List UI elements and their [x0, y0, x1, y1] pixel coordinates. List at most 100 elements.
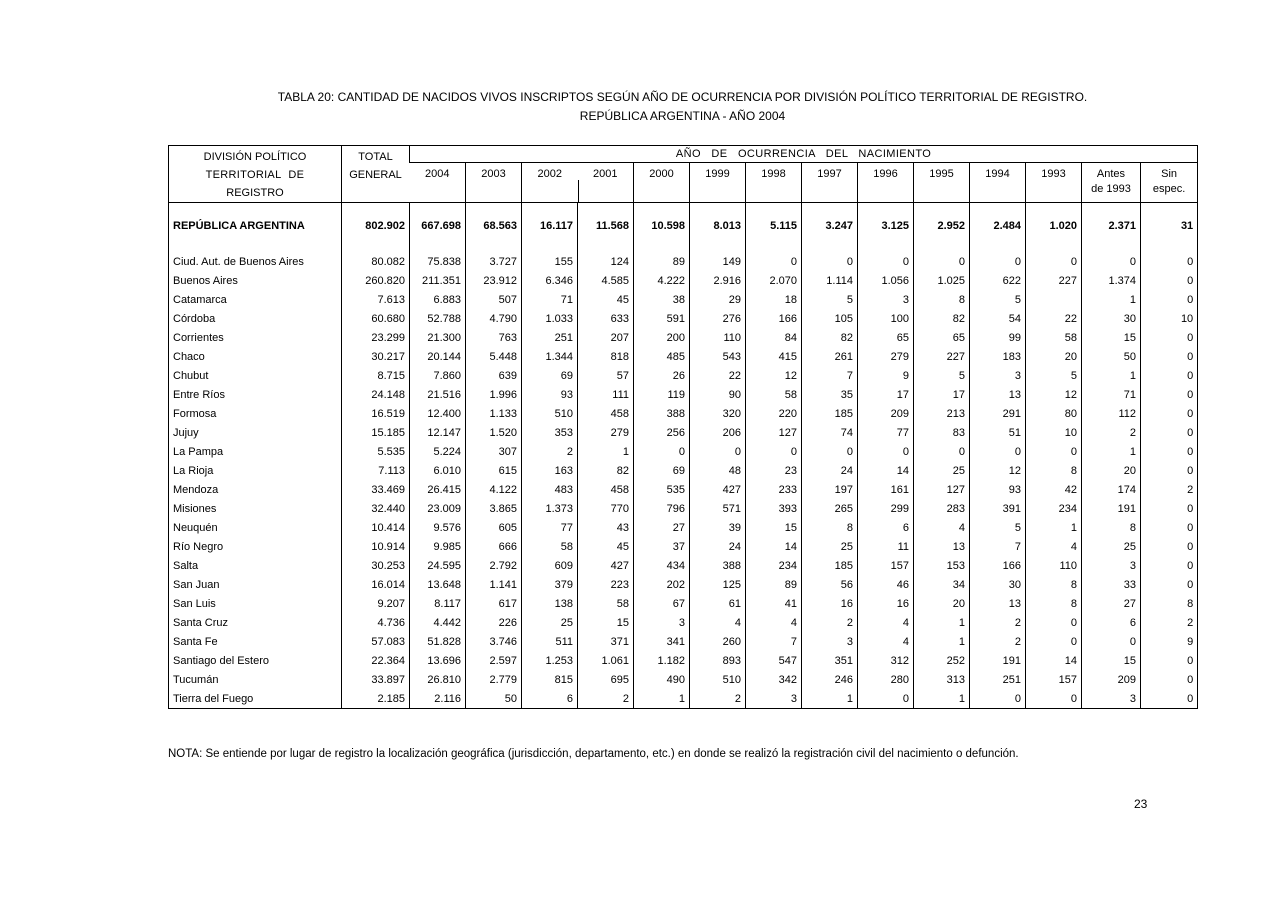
year-value-cell: 0: [745, 252, 802, 272]
year-value-cell: 74: [801, 423, 858, 443]
title-line-1: TABLA 20: CANTIDAD DE NACIDOS VIVOS INSC…: [277, 90, 1088, 104]
spacer-cell: [577, 235, 634, 253]
division-label: Jujuy: [173, 427, 199, 439]
spacer-cell: [1025, 235, 1082, 253]
total-general-value: 16.014: [341, 575, 410, 595]
year-value-cell: 6: [1081, 613, 1141, 633]
year-value-cell: 100: [857, 309, 914, 329]
total-general-value: 4.736: [341, 613, 410, 633]
year-value-cell: 30: [1081, 309, 1141, 329]
year-value-cell: 1.114: [801, 271, 858, 291]
year-value-cell: 4: [1025, 537, 1082, 557]
year-value-cell: 0: [633, 442, 690, 462]
division-label: La Rioja: [173, 465, 214, 477]
spacer-cell: [521, 202, 578, 216]
total-general-value: 10.914: [341, 537, 410, 557]
year-value-cell: 3.727: [465, 252, 522, 272]
year-value-cell: 23.912: [465, 271, 522, 291]
year-value-cell: 54: [969, 309, 1026, 329]
year-value-cell: 12: [745, 366, 802, 386]
year-value-cell: 174: [1081, 480, 1141, 500]
year-value-cell: 10.598: [633, 215, 690, 236]
year-value-cell: 25: [1081, 537, 1141, 557]
year-value-cell: 0: [857, 252, 914, 272]
year-value-cell: 50: [1081, 347, 1141, 367]
year-value-cell: 5: [969, 290, 1026, 310]
year-value-cell: 0: [689, 442, 746, 462]
year-value-cell: 58: [521, 537, 578, 557]
year-value-cell: 8: [1025, 461, 1082, 481]
year-value-cell: 226: [465, 613, 522, 633]
division-header-line-2: TERRITORIAL DE: [205, 169, 305, 181]
total-general-value: 22.364: [341, 651, 410, 671]
division-label: Tierra del Fuego: [173, 692, 254, 705]
division-label: San Juan: [173, 579, 220, 591]
year-value-cell: 209: [857, 404, 914, 424]
spacer-cell: [409, 235, 466, 253]
year-value-cell: 639: [465, 366, 522, 386]
year-value-cell: 233: [745, 480, 802, 500]
year-value-cell: 0: [1139, 670, 1198, 690]
year-value-cell: 4.122: [465, 480, 522, 500]
sin-line-2: espec.: [1152, 183, 1186, 195]
year-value-cell: 0: [1139, 518, 1198, 538]
division-label: Formosa: [173, 408, 217, 420]
year-value-cell: 84: [745, 328, 802, 348]
year-value-cell: 7: [745, 632, 802, 652]
total-general-value: 802.902: [341, 215, 410, 236]
year-value-cell: 307: [465, 442, 522, 462]
year-value-cell: 26.810: [409, 670, 466, 690]
year-value-cell: 1: [1081, 290, 1141, 310]
year-value-cell: 5: [801, 290, 858, 310]
column-header-1997: 1997: [801, 162, 858, 203]
year-value-cell: 265: [801, 499, 858, 519]
year-value-cell: 43: [577, 518, 634, 538]
year-value-cell: 14: [745, 537, 802, 557]
year-value-cell: 0: [1025, 252, 1082, 272]
year-value-cell: 163: [521, 461, 578, 481]
division-label: Corrientes: [173, 332, 224, 344]
year-value-cell: 13.648: [409, 575, 466, 595]
year-value-cell: 251: [969, 670, 1026, 690]
country-total-row: REPÚBLICA ARGENTINA 802.902 667.698 68.563 1…: [169, 215, 1198, 236]
year-value-cell: 22: [1025, 309, 1082, 329]
year-value-cell: 1.033: [521, 309, 578, 329]
total-general-value: 7.113: [341, 461, 410, 481]
year-value-cell: 105: [801, 309, 858, 329]
total-general-value: 2.185: [341, 689, 410, 709]
total-general-value: 57.083: [341, 632, 410, 652]
table-row: Formosa 16.519 12.400 1.133 510 458 388 320 220 1…: [169, 404, 1198, 424]
year-value-cell: 127: [745, 423, 802, 443]
year-value-cell: 2.916: [689, 271, 746, 291]
year-value-cell: 695: [577, 670, 634, 690]
year-value-cell: 82: [801, 328, 858, 348]
year-value-cell: 299: [857, 499, 914, 519]
year-value-cell: 4: [745, 613, 802, 633]
year-value-cell: 14: [1025, 651, 1082, 671]
year-value-cell: 155: [521, 252, 578, 272]
year-value-cell: 34: [913, 575, 970, 595]
year-value-cell: 9.985: [409, 537, 466, 557]
year-value-cell: 15: [577, 613, 634, 633]
year-value-cell: 1: [801, 689, 858, 709]
year-value-cell: 2: [1139, 613, 1198, 633]
table-row: Santa Cruz 4.736 4.442 226 25 15 3 4 4 2 4 1 2 0 6 2: [169, 613, 1198, 633]
year-value-cell: 1.020: [1025, 215, 1082, 236]
division-label: Santiago del Estero: [173, 655, 270, 667]
year-value-cell: 0: [1139, 537, 1198, 557]
year-value-cell: 153: [913, 556, 970, 576]
year-value-cell: 161: [857, 480, 914, 500]
year-value-cell: 1: [913, 613, 970, 633]
year-value-cell: 1.373: [521, 499, 578, 519]
year-value-cell: 183: [969, 347, 1026, 367]
year-value-cell: 434: [633, 556, 690, 576]
year-value-cell: 796: [633, 499, 690, 519]
year-value-cell: 9: [857, 366, 914, 386]
year-value-cell: 202: [633, 575, 690, 595]
births-by-year-table: DIVISIÓN POLÍTICO TERRITORIAL DE REGISTR…: [168, 145, 1199, 709]
year-value-cell: 458: [577, 404, 634, 424]
column-header-1995: 1995: [913, 162, 970, 203]
year-value-cell: 291: [969, 404, 1026, 424]
year-value-cell: 3.125: [857, 215, 914, 236]
spacer-cell: [1081, 202, 1141, 216]
